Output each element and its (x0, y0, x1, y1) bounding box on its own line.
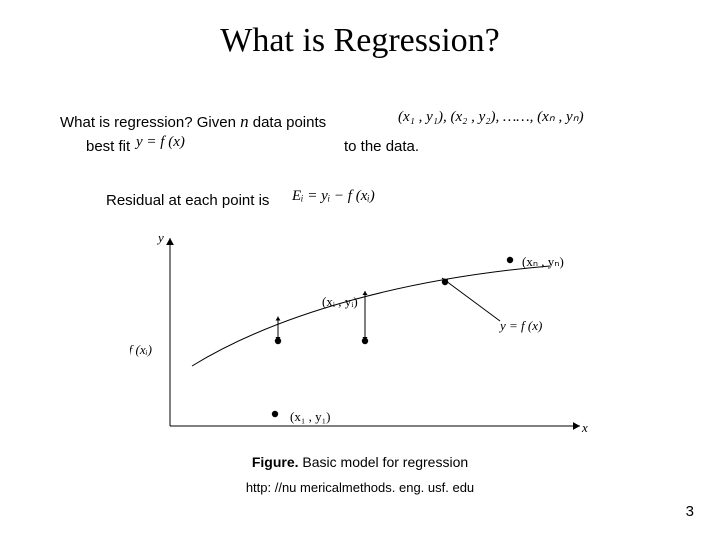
svg-text:(x₁ , y₁): (x₁ , y₁) (290, 409, 330, 424)
regression-figure: x y (x₁ , y₁) (xᵢ , yᵢ) (xₙ , yₙ) Eᵢ = yᵢ − f… (130, 226, 590, 446)
figure-caption: Figure. Basic model for regression (0, 454, 720, 470)
figure-svg: x y (x₁ , y₁) (xᵢ , yᵢ) (xₙ , yₙ) Eᵢ = yᵢ − f… (130, 226, 590, 446)
caption-label: Figure. (252, 454, 299, 470)
residual-formula: Eᵢ = yᵢ − f (xᵢ) (292, 188, 392, 210)
svg-text:(xₙ , yₙ): (xₙ , yₙ) (522, 254, 564, 269)
svg-text:(xᵢ , yᵢ): (xᵢ , yᵢ) (322, 294, 358, 309)
y-equals-fx: y = f (x) (136, 134, 206, 156)
intro-text-a: What is regression? Given (60, 114, 240, 131)
residual-text: Residual at each point is (106, 192, 269, 209)
footer-url: http: //nu mericalmethods. eng. usf. edu (0, 480, 720, 496)
to-the-data-text: to the data. (344, 138, 419, 155)
best-fit-text: best fit (86, 138, 130, 155)
svg-text:y = f (x): y = f (x) (498, 318, 542, 333)
slide-title: What is Regression? (0, 0, 720, 60)
slide-number: 3 (686, 503, 694, 520)
svg-text:Eᵢ = yᵢ − f (xᵢ): Eᵢ = yᵢ − f (xᵢ) (130, 342, 152, 357)
data-points-list: (x₁ , y₁), (x₂ , y₂), ……, (xₙ , yₙ) (398, 107, 622, 131)
intro-line: What is regression? Given n data points (60, 112, 326, 132)
intro-text-b: data points (249, 114, 327, 131)
caption-body: Basic model for regression (299, 454, 469, 470)
svg-text:x: x (581, 420, 588, 435)
intro-n: n (240, 112, 249, 131)
svg-text:y: y (156, 230, 164, 245)
